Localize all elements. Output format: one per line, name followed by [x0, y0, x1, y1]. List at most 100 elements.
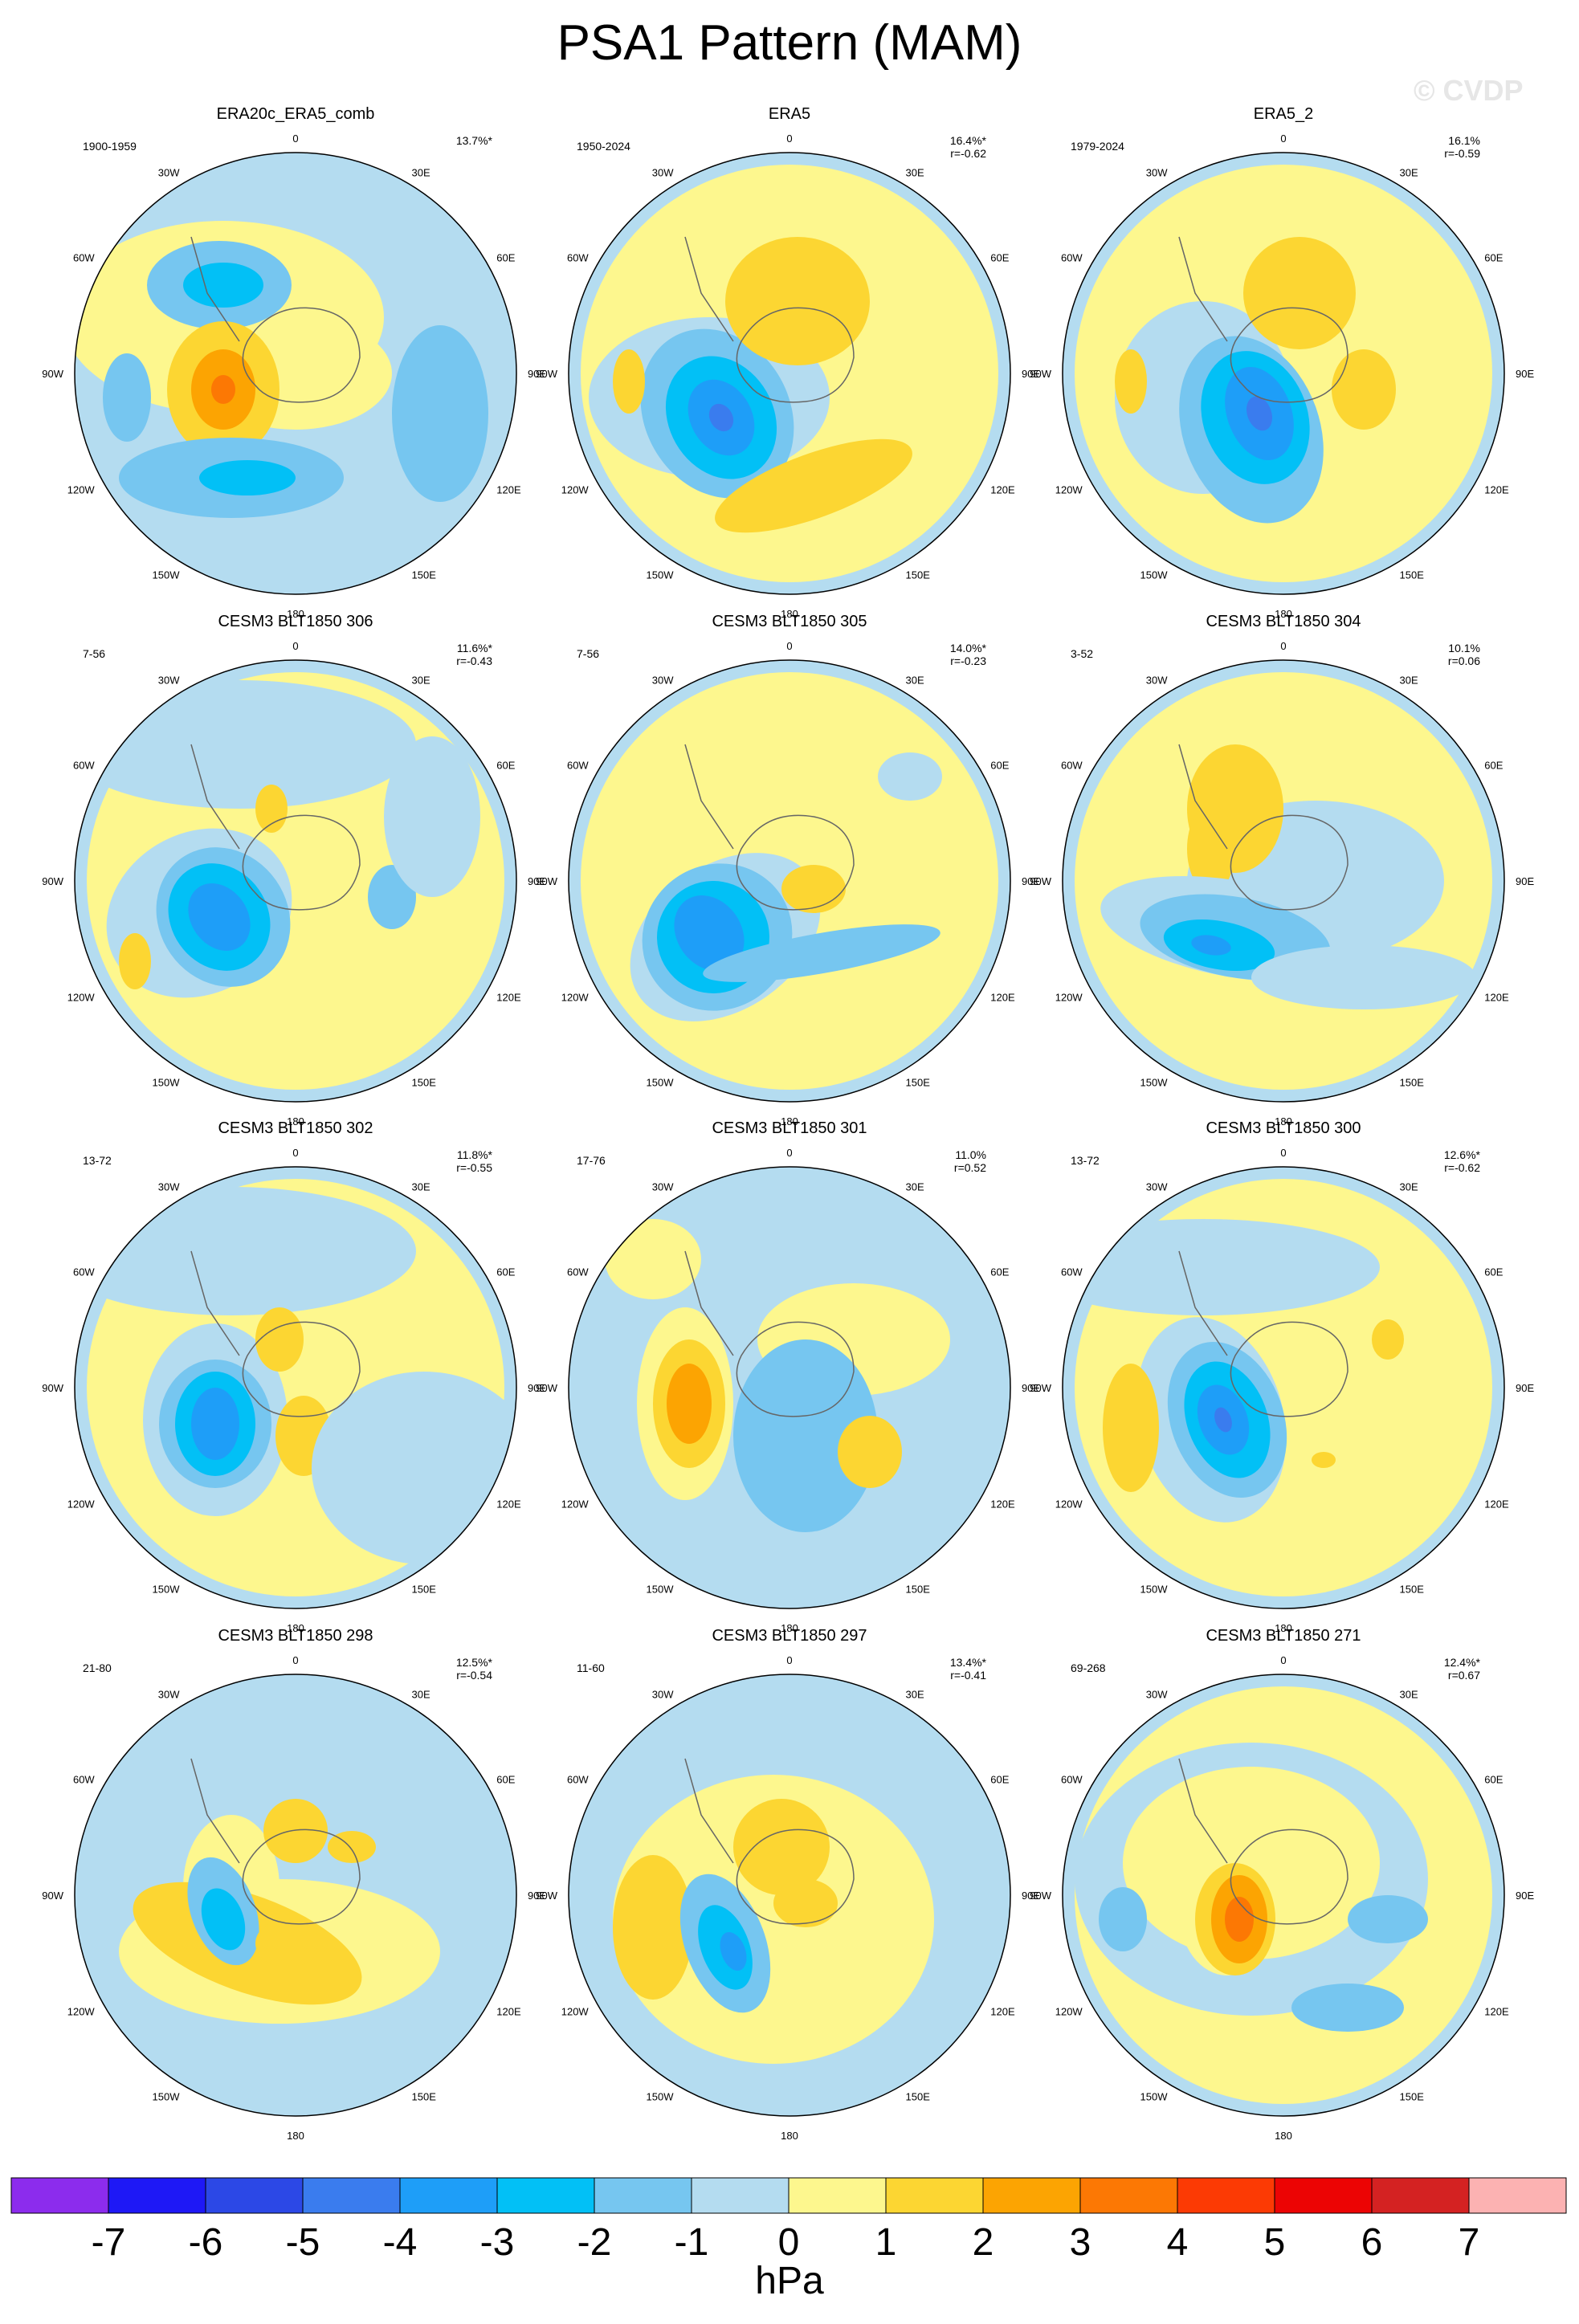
colorbar-tick-label: -2 — [577, 2221, 612, 2264]
contour-region — [720, 1931, 747, 1971]
map-panel: 0 30E 60E 90E 120E 150E 180 150W 120W 90W 60W 30W CE… — [1030, 613, 1534, 1127]
colorbar-box — [1468, 2177, 1567, 2214]
longitude-label: 0 — [1280, 640, 1286, 652]
coastline — [1230, 814, 1348, 911]
panel-correlation: r=-0.62 — [950, 147, 986, 160]
longitude-label: 120W — [561, 1498, 590, 1511]
panel-variance-pct: 12.5%* — [456, 1656, 493, 1669]
panel-title: CESM3 BLT1850 297 — [712, 1627, 867, 1645]
contour-region — [773, 1879, 838, 1927]
colorbar-tick-label: 5 — [1264, 2221, 1286, 2264]
panel-years: 1979-2024 — [1071, 140, 1124, 153]
longitude-label: 120E — [990, 484, 1015, 496]
longitude-label: 120W — [561, 2006, 590, 2018]
longitude-label: 90W — [1030, 368, 1051, 380]
longitude-label: 150E — [906, 1076, 931, 1088]
longitude-label: 60E — [496, 760, 515, 772]
longitude-label: 0 — [292, 1147, 298, 1159]
longitude-label: 120W — [561, 484, 590, 496]
panel-years: 13-72 — [83, 1154, 112, 1167]
map-panel: 0 30E 60E 90E 120E 150E 180 150W 120W 90W 60W 30W ER… — [1030, 105, 1534, 620]
colorbar-tick-label: 0 — [778, 2221, 800, 2264]
panel-title: ERA5 — [769, 105, 810, 123]
longitude-label: 60W — [567, 1266, 589, 1278]
panel-years: 13-72 — [1071, 1154, 1100, 1167]
contour-region — [1291, 1984, 1404, 2032]
longitude-label: 120E — [1484, 1498, 1509, 1511]
panel-correlation: r=-0.54 — [456, 1669, 492, 1682]
longitude-label: 90E — [1516, 875, 1534, 887]
longitude-label: 60E — [496, 1266, 515, 1278]
coastline — [1178, 236, 1228, 342]
coastline — [1230, 1829, 1348, 1925]
panel-variance-pct: 11.0% — [955, 1148, 986, 1161]
longitude-label: 120E — [990, 1498, 1015, 1511]
anomaly-field — [1063, 1167, 1504, 1608]
longitude-label: 120E — [990, 992, 1015, 1004]
coastline — [190, 236, 240, 342]
colorbar-tick-label: -7 — [92, 2221, 126, 2264]
panel-variance-pct: 13.4%* — [950, 1656, 987, 1669]
panel-title: ERA5_2 — [1254, 105, 1314, 123]
longitude-label: 120E — [1484, 2006, 1509, 2018]
colorbar-box — [496, 2177, 595, 2214]
longitude-label: 120E — [496, 1498, 521, 1511]
longitude-label: 150W — [647, 2090, 675, 2102]
panel-variance-pct: 16.4%* — [950, 134, 987, 147]
anomaly-field — [1063, 1674, 1504, 2116]
longitude-label: 90E — [528, 875, 546, 887]
longitude-label: 150E — [1400, 1076, 1425, 1088]
longitude-label: 30W — [652, 675, 674, 687]
colorbar-tick-label: -4 — [383, 2221, 418, 2264]
longitude-label: 180 — [781, 1622, 798, 1634]
longitude-label: 60E — [990, 760, 1009, 772]
longitude-label: 60W — [73, 1774, 95, 1786]
coastline — [1230, 307, 1348, 403]
contour-region — [1225, 1897, 1254, 1942]
panel-variance-pct: 11.6%* — [457, 642, 493, 654]
longitude-label: 120W — [67, 992, 96, 1004]
longitude-label: 180 — [781, 608, 798, 620]
longitude-label: 120E — [990, 2006, 1015, 2018]
panel-correlation: r=0.52 — [954, 1161, 986, 1174]
colorbar-box — [1079, 2177, 1178, 2214]
longitude-label: 30E — [1400, 167, 1418, 179]
contour-region — [103, 353, 151, 442]
contour-region — [1243, 237, 1356, 349]
longitude-label: 180 — [287, 2130, 304, 2142]
contour-region — [1099, 1887, 1147, 1951]
longitude-label: 150E — [412, 1076, 437, 1088]
contour-region — [119, 933, 151, 989]
map-panel: 0 30E 60E 90E 120E 150E 180 150W 120W 90W 60W 30W ER… — [536, 105, 1040, 620]
longitude-label: 90W — [1030, 875, 1051, 887]
contour-region — [781, 865, 846, 913]
longitude-label: 60W — [73, 1266, 95, 1278]
map-panel: 0 30E 60E 90E 120E 150E 180 150W 120W 90W 60W 30W CE… — [1030, 1627, 1534, 2142]
longitude-label: 120W — [67, 1498, 96, 1511]
panel-years: 69-268 — [1071, 1661, 1106, 1674]
longitude-label: 30E — [412, 1181, 430, 1193]
map-boundary — [1062, 1166, 1505, 1609]
longitude-label: 150E — [906, 2090, 931, 2102]
coastline — [1178, 1250, 1228, 1356]
contour-region — [1191, 935, 1231, 956]
coastline — [684, 1758, 734, 1864]
colorbar-units: hPa — [755, 2260, 824, 2302]
panel-years: 7-56 — [577, 647, 599, 660]
contour-region — [183, 263, 263, 308]
contour-region — [1312, 1452, 1336, 1468]
contour-region — [392, 325, 488, 502]
panel-variance-pct: 16.1% — [1448, 134, 1480, 147]
longitude-label: 90W — [42, 1890, 63, 1902]
longitude-label: 0 — [786, 133, 792, 145]
panel-title: ERA20c_ERA5_comb — [217, 105, 375, 123]
longitude-label: 90W — [536, 875, 557, 887]
contour-region — [263, 1799, 328, 1863]
contour-region — [255, 785, 288, 833]
panel-correlation: r=-0.43 — [456, 654, 492, 667]
longitude-label: 60E — [990, 1266, 1009, 1278]
map-boundary — [568, 152, 1011, 595]
longitude-label: 180 — [287, 608, 304, 620]
longitude-label: 120W — [67, 2006, 96, 2018]
panel-title: CESM3 BLT1850 304 — [1206, 613, 1361, 630]
